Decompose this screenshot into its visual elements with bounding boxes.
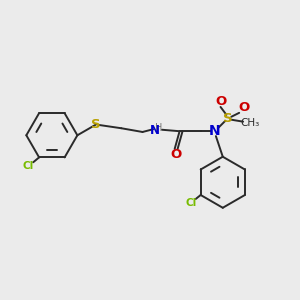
- Text: CH₃: CH₃: [240, 118, 260, 128]
- Text: H: H: [155, 123, 163, 133]
- Text: O: O: [170, 148, 181, 161]
- Text: O: O: [215, 94, 226, 108]
- Text: Cl: Cl: [185, 198, 196, 208]
- Text: S: S: [91, 118, 101, 131]
- Text: O: O: [238, 101, 250, 114]
- Text: S: S: [223, 112, 232, 125]
- Text: N: N: [209, 124, 221, 138]
- Text: N: N: [150, 124, 160, 137]
- Text: Cl: Cl: [23, 161, 34, 171]
